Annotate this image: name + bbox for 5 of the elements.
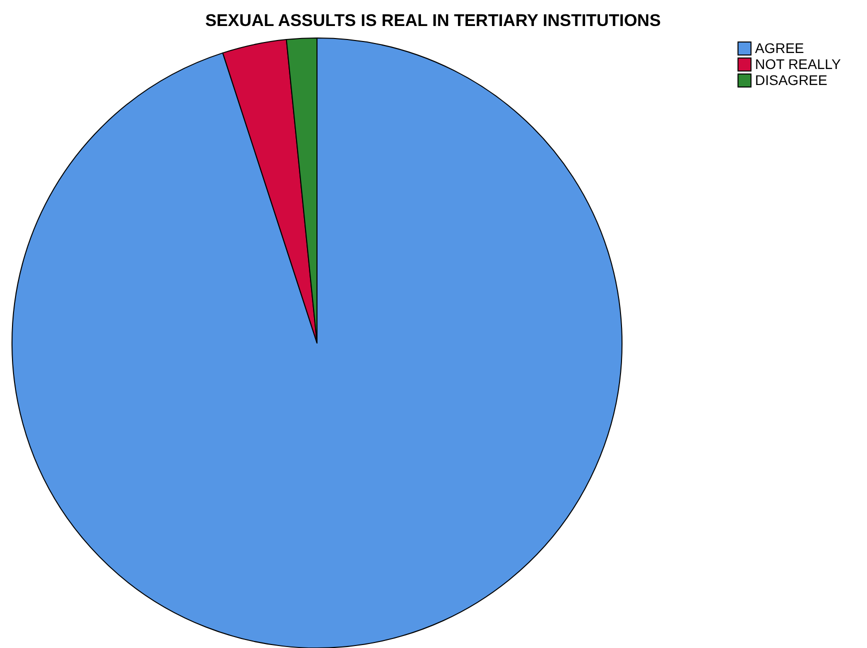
pie-slice: [12, 38, 622, 648]
legend-label: NOT REALLY: [755, 56, 842, 72]
legend-label: DISAGREE: [755, 72, 828, 88]
legend-label: AGREE: [755, 40, 804, 56]
chart-title: SEXUAL ASSULTS IS REAL IN TERTIARY INSTITUTIONS: [205, 11, 661, 30]
